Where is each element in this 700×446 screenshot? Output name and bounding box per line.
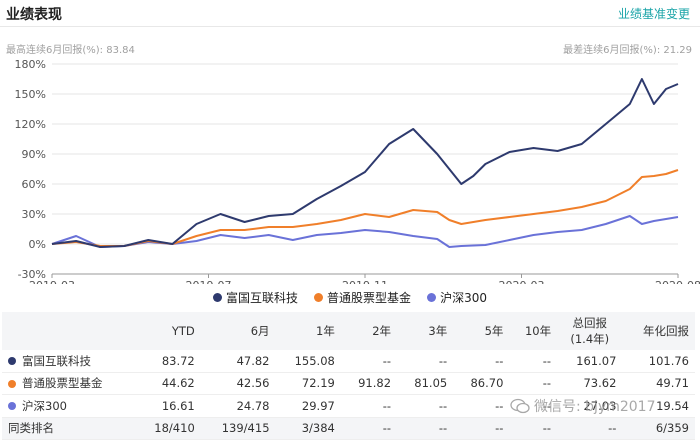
y-tick-label: 150%: [15, 88, 46, 101]
cell-total: 161.07: [557, 350, 623, 373]
col-header-annual: 年化回报: [622, 312, 695, 350]
y-tick-label: 120%: [15, 118, 46, 131]
legend-hs300-label: 沪深300: [440, 290, 487, 305]
cell-3y: 81.05: [397, 372, 454, 395]
col-header-6m: 6月: [200, 312, 276, 350]
cell-ytd: 44.62: [135, 372, 201, 395]
col-header-3y: 3年: [397, 312, 454, 350]
x-tick-label: 2019-03: [29, 279, 75, 284]
cell-6m: 47.82: [200, 350, 276, 373]
cell-ytd: 83.72: [135, 350, 201, 373]
y-tick-label: 30%: [22, 208, 46, 221]
cell-annual: 49.71: [622, 372, 695, 395]
min-6m-return-label: 最差连续6月回报(%): 21.29: [563, 45, 692, 56]
row-name-cell: 富国互联科技: [2, 350, 136, 373]
table-row: 普通股票型基金 44.62 42.56 72.19 91.82 81.05 86.70 -- 7…: [2, 372, 695, 395]
watermark-text: 微信号: bjym2017: [534, 399, 656, 415]
cell-5y: 86.70: [453, 372, 510, 395]
cell-1y: 155.08: [275, 350, 341, 373]
cell-5y: --: [453, 394, 510, 418]
row-name-cell: 普通股票型基金: [2, 372, 136, 395]
series-marker: [8, 357, 16, 366]
fund-line: [51, 78, 679, 248]
cell-6m: 42.56: [200, 372, 276, 395]
table-row: 富国互联科技 83.72 47.82 155.08 -- -- -- -- 161.07 101.…: [2, 350, 695, 373]
legend-fund-label: 富国互联科技: [226, 290, 299, 305]
y-tick-label: 90%: [22, 148, 46, 161]
cell-5y: --: [453, 417, 510, 440]
col-header-5y: 5年: [453, 312, 510, 350]
legend-hs300-marker: [427, 292, 437, 302]
cell-3y: --: [397, 417, 454, 440]
cell-ytd: 16.61: [135, 394, 201, 418]
cell-2y: 91.82: [340, 372, 398, 395]
cell-total: 73.62: [557, 372, 623, 395]
col-header-ytd: YTD: [135, 312, 201, 350]
wechat-icon: [510, 398, 530, 414]
cell-10y: --: [509, 417, 558, 440]
x-tick-label: 2020-03: [499, 279, 545, 284]
y-tick-label: 60%: [22, 178, 46, 191]
benchmark-change-link[interactable]: 业绩基准变更: [617, 7, 690, 21]
benchmark-line: [51, 169, 679, 247]
row-name-cell: 沪深300: [2, 394, 136, 418]
performance-chart: 180% 150% 120% 90% 60% 30% 0% -30%2019-03 2019-0…: [15, 58, 700, 284]
row-name: 同类排名: [8, 421, 54, 436]
cell-2y: --: [340, 394, 398, 418]
row-name: 富国互联科技: [22, 353, 91, 368]
cell-total: --: [557, 417, 623, 440]
cell-1y: 72.19: [275, 372, 341, 395]
cell-1y: 29.97: [275, 394, 341, 418]
cell-1y: 3/384: [275, 417, 341, 440]
cell-2y: --: [340, 417, 398, 440]
performance-table: YTD 6月 1年 2年 3年 5年 10年 总回报 (1.4年) 年化回报 富…: [2, 312, 695, 440]
col-header-name: [2, 312, 136, 350]
wechat-watermark: 微信号: bjym2017: [510, 396, 656, 416]
cell-annual: 19.54: [622, 394, 695, 418]
col-header-10y: 10年: [509, 312, 558, 350]
col-header-1y: 1年: [275, 312, 341, 350]
max-6m-return-label: 最高连续6月回报(%): 83.84: [6, 45, 135, 56]
col-header-2y: 2年: [340, 312, 398, 350]
table-header-row: YTD 6月 1年 2年 3年 5年 10年 总回报 (1.4年) 年化回报: [2, 312, 695, 350]
cell-10y: --: [509, 372, 558, 395]
series-marker: [8, 402, 16, 411]
y-tick-label: 180%: [15, 58, 46, 71]
cell-3y: --: [397, 350, 454, 373]
col-header-total: 总回报 (1.4年): [557, 312, 623, 350]
cell-annual: 101.76: [622, 350, 695, 373]
cell-3y: --: [397, 394, 454, 418]
row-name: 普通股票型基金: [22, 376, 103, 391]
legend-benchmark[interactable]: 普通股票型基金: [314, 289, 411, 306]
page-title: 业绩表现: [6, 7, 62, 23]
cell-ytd: 18/410: [135, 417, 201, 440]
legend-benchmark-label: 普通股票型基金: [327, 290, 412, 305]
y-tick-label: 0%: [29, 238, 46, 251]
x-tick-label: 2020-08: [655, 279, 700, 284]
cell-5y: --: [453, 350, 510, 373]
row-name: 沪深300: [22, 398, 67, 413]
legend-benchmark-marker: [314, 292, 324, 302]
series-marker: [8, 379, 16, 388]
legend-fund[interactable]: 富国互联科技: [213, 289, 298, 306]
x-tick-label: 2019-07: [186, 279, 232, 284]
cell-6m: 24.78: [200, 394, 276, 418]
legend-hs300[interactable]: 沪深300: [427, 289, 487, 306]
cell-annual: 6/359: [622, 417, 695, 440]
cell-2y: --: [340, 350, 398, 373]
row-name-cell: 同类排名: [2, 417, 136, 440]
header: 业绩表现 业绩基准变更: [0, 0, 700, 27]
x-tick-label: 2019-11: [342, 279, 388, 284]
legend-fund-marker: [213, 292, 223, 302]
rank-row: 同类排名 18/410 139/415 3/384 -- -- -- -- -- 6/359: [2, 417, 695, 440]
chart-legend: 富国互联科技 普通股票型基金 沪深300: [0, 288, 700, 306]
y-tick-label: -30%: [18, 268, 46, 281]
cell-10y: --: [509, 350, 558, 373]
cell-total: 27.03: [557, 394, 623, 418]
cell-6m: 139/415: [200, 417, 276, 440]
